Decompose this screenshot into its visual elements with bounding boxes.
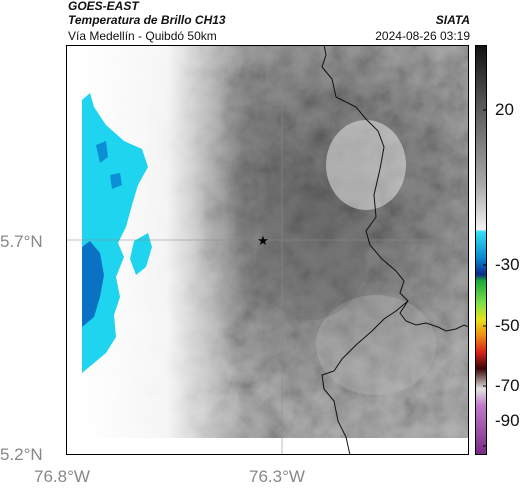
colorbar-tick-minus-50: -50: [495, 316, 520, 335]
colorbar-tick-minus-30: -30: [495, 255, 520, 274]
gridlines: [66, 45, 469, 455]
organization-label: SIATA: [435, 13, 470, 27]
lon-label-76-3: 76.3°W: [249, 467, 305, 486]
satellite-title: GOES-EAST: [68, 0, 139, 13]
colorbar-tick-minus-70: -70: [495, 376, 520, 395]
route-label: Vía Medellín - Quibdó 50km: [68, 29, 217, 43]
colorbar-tick-20: 20: [495, 100, 514, 119]
lat-label-5-2: 5.2°N: [0, 445, 43, 464]
lat-label-5-7: 5.7°N: [0, 232, 43, 251]
datetime-label: 2024-08-26 03:19: [375, 29, 470, 43]
satellite-map[interactable]: ★: [66, 45, 469, 455]
product-title: Temperatura de Brillo CH13: [68, 13, 226, 27]
municipal-border: [321, 300, 409, 455]
colorbar-tick-minus-90: -90: [495, 411, 520, 430]
cold-cloud-region: [82, 93, 152, 373]
colorbar: [475, 45, 487, 455]
department-border: [321, 45, 469, 332]
star-icon[interactable]: ★: [257, 234, 269, 249]
lon-label-76-8: 76.8°W: [34, 467, 90, 486]
